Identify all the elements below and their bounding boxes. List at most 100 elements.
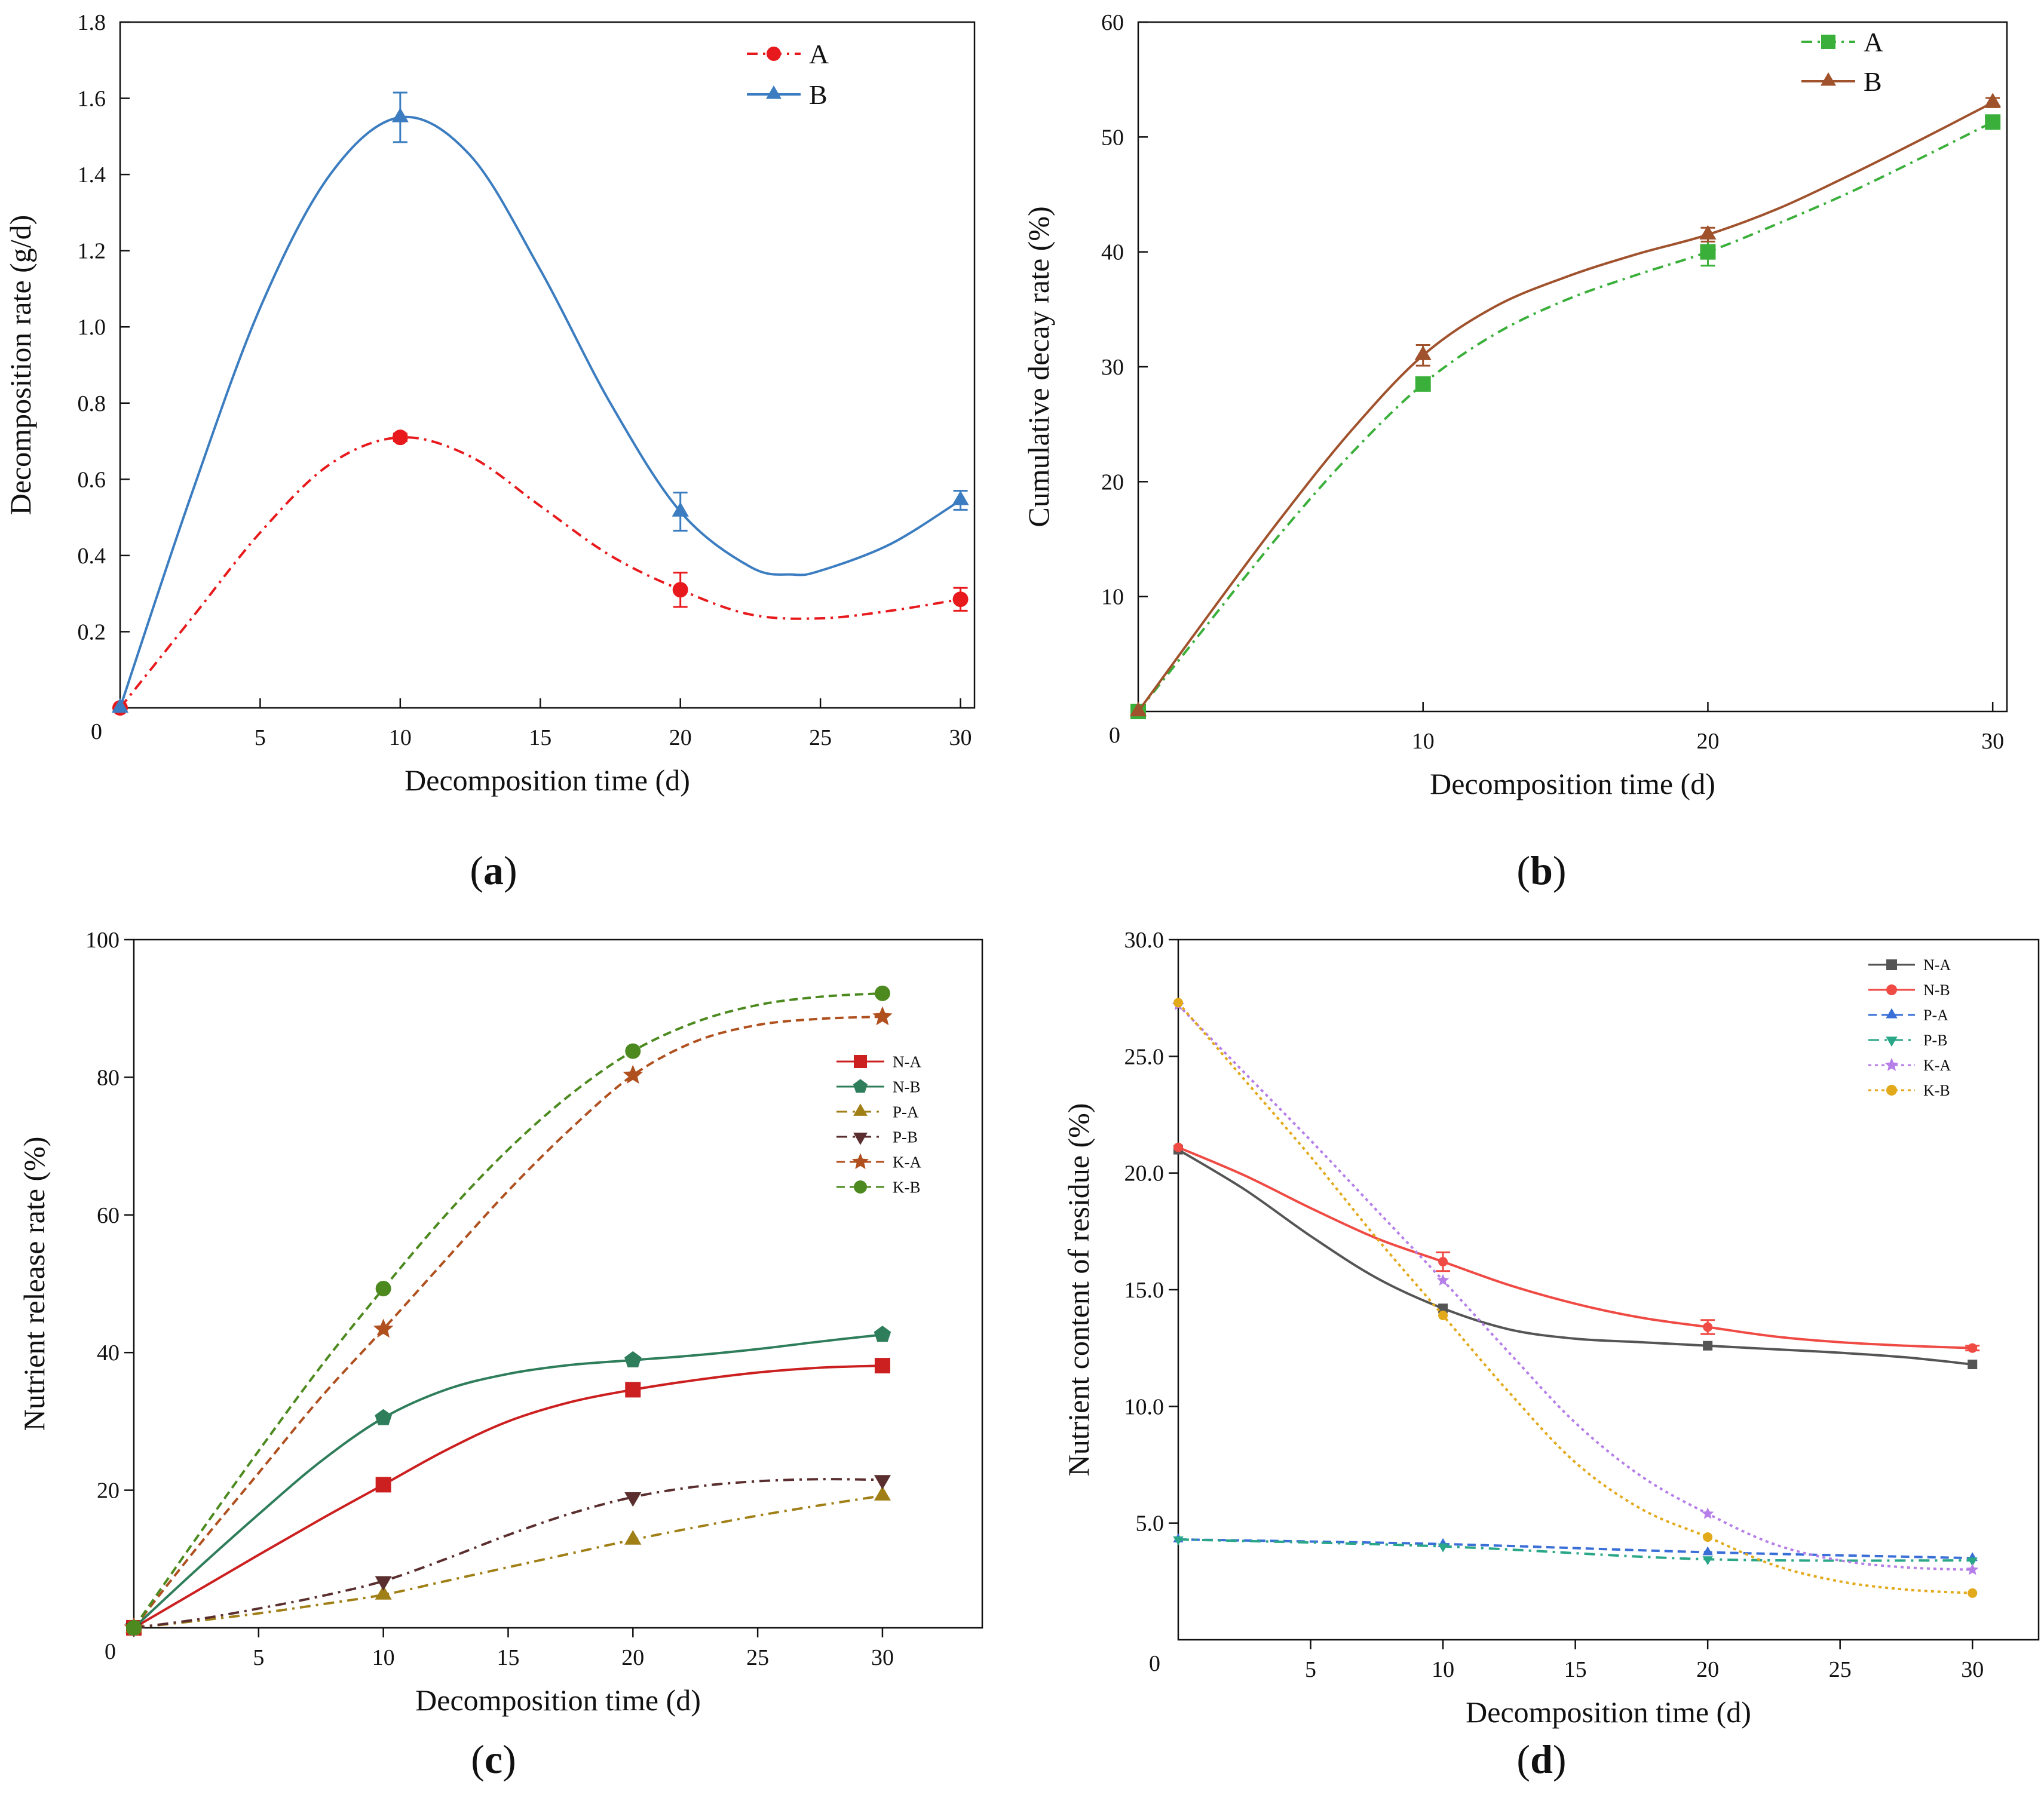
y-axis-label: Decomposition rate (g/d) [4, 215, 37, 516]
series-line [1178, 1146, 1973, 1349]
y-tick-label: 80 [97, 1065, 119, 1090]
legend-label: K-A [1923, 1057, 1951, 1074]
plot-frame [133, 938, 983, 1629]
data-point [392, 430, 408, 446]
data-point [375, 1576, 392, 1591]
y-tick-label: 20 [1101, 470, 1124, 495]
legend-marker [766, 85, 782, 99]
data-point [1415, 376, 1431, 392]
y-tick-label: 0.6 [78, 467, 106, 492]
legend-marker [1886, 1085, 1897, 1096]
legend-label: K-B [893, 1178, 921, 1196]
x-tick-label: 10 [1432, 1657, 1454, 1682]
y-tick-label: 15.0 [1124, 1278, 1165, 1303]
data-point [1700, 244, 1716, 260]
series-line [1178, 1538, 1973, 1560]
data-point [625, 1382, 641, 1398]
panel-caption: (c) [471, 1737, 516, 1782]
series-line [133, 1494, 883, 1629]
y-tick-label: 1.4 [78, 162, 106, 188]
series-line [133, 992, 883, 1629]
y-tick-label: 0.8 [78, 391, 106, 416]
legend-label: N-A [893, 1053, 921, 1070]
data-point [874, 985, 890, 1001]
data-point [391, 108, 409, 122]
series-line [1177, 1148, 1973, 1366]
data-point [624, 1351, 642, 1367]
data-point [625, 1043, 641, 1059]
origin-label: 0 [105, 1639, 116, 1664]
y-tick-label: 40 [1101, 240, 1124, 265]
x-tick-label: 20 [669, 725, 692, 750]
y-axis-label: Nutrient content of residue (%) [1062, 1103, 1095, 1477]
x-axis-label: Decomposition time (d) [415, 1683, 701, 1717]
data-point [1968, 1360, 1978, 1370]
series-P-A [1173, 1533, 1978, 1562]
legend-label: K-A [893, 1153, 921, 1171]
data-point [874, 1326, 891, 1342]
x-tick-label: 25 [1829, 1657, 1852, 1682]
y-tick-label: 25.0 [1124, 1044, 1165, 1069]
data-point [672, 582, 688, 598]
series-line [1177, 1002, 1973, 1594]
x-tick-label: 25 [809, 725, 832, 750]
data-point [623, 1065, 643, 1084]
y-tick-label: 60 [97, 1203, 119, 1228]
y-tick-label: 30 [1101, 355, 1124, 380]
y-tick-label: 1.2 [78, 239, 106, 264]
data-point [1703, 1532, 1713, 1542]
y-tick-label: 10.0 [1124, 1394, 1165, 1419]
x-tick-label: 30 [1961, 1657, 1984, 1682]
legend-label: N-B [893, 1078, 921, 1096]
legend: AB [1801, 27, 1883, 97]
y-tick-label: 20.0 [1124, 1161, 1165, 1186]
x-tick-label: 10 [1412, 729, 1435, 754]
series-line [133, 1333, 883, 1629]
panel-caption: (a) [470, 848, 517, 893]
legend-marker [854, 1055, 867, 1068]
x-axis-label: Decomposition time (d) [404, 763, 690, 797]
y-tick-label: 0.2 [78, 619, 106, 645]
y-tick-label: 1.6 [78, 87, 106, 112]
x-axis-label: Decomposition time (d) [1430, 767, 1715, 800]
series-K-B [1173, 998, 1978, 1598]
x-tick-label: 20 [1696, 729, 1719, 754]
series-line [133, 1364, 882, 1629]
series-P-A [125, 1486, 891, 1633]
legend-label: P-B [1923, 1032, 1947, 1049]
legend-marker [1821, 35, 1835, 49]
legend-marker [767, 47, 781, 61]
data-point [1701, 1507, 1714, 1519]
data-point [1968, 1343, 1978, 1353]
x-tick-label: 15 [529, 725, 551, 750]
data-point [1966, 1563, 1979, 1575]
data-point [375, 1585, 392, 1600]
x-tick-label: 30 [1981, 729, 2004, 754]
data-point [624, 1530, 642, 1545]
y-tick-label: 5.0 [1136, 1511, 1165, 1536]
data-point [952, 591, 969, 608]
legend-marker [853, 1079, 868, 1093]
legend: N-A N-B P-A P-B K-A K-B [836, 1053, 921, 1196]
series-N-B [1173, 1142, 1980, 1353]
y-tick-label: 60 [1101, 10, 1124, 35]
legend-marker [853, 1103, 868, 1116]
y-tick-label: 40 [97, 1340, 119, 1366]
data-point [111, 698, 129, 713]
legend-label: N-A [1923, 956, 1951, 974]
series-line [119, 436, 961, 709]
series-line [119, 115, 961, 708]
legend: AB [747, 39, 829, 110]
y-tick-label: 1.8 [78, 10, 106, 35]
series-P-B [1173, 1536, 1978, 1567]
data-point [874, 1475, 891, 1490]
data-point [1438, 1257, 1448, 1267]
data-point [126, 1620, 142, 1636]
x-tick-label: 10 [372, 1645, 395, 1670]
series-A [112, 430, 969, 716]
x-tick-label: 15 [497, 1645, 519, 1670]
series-K-A [124, 1006, 893, 1637]
series-line [1178, 1538, 1973, 1562]
data-point [1702, 1546, 1713, 1556]
